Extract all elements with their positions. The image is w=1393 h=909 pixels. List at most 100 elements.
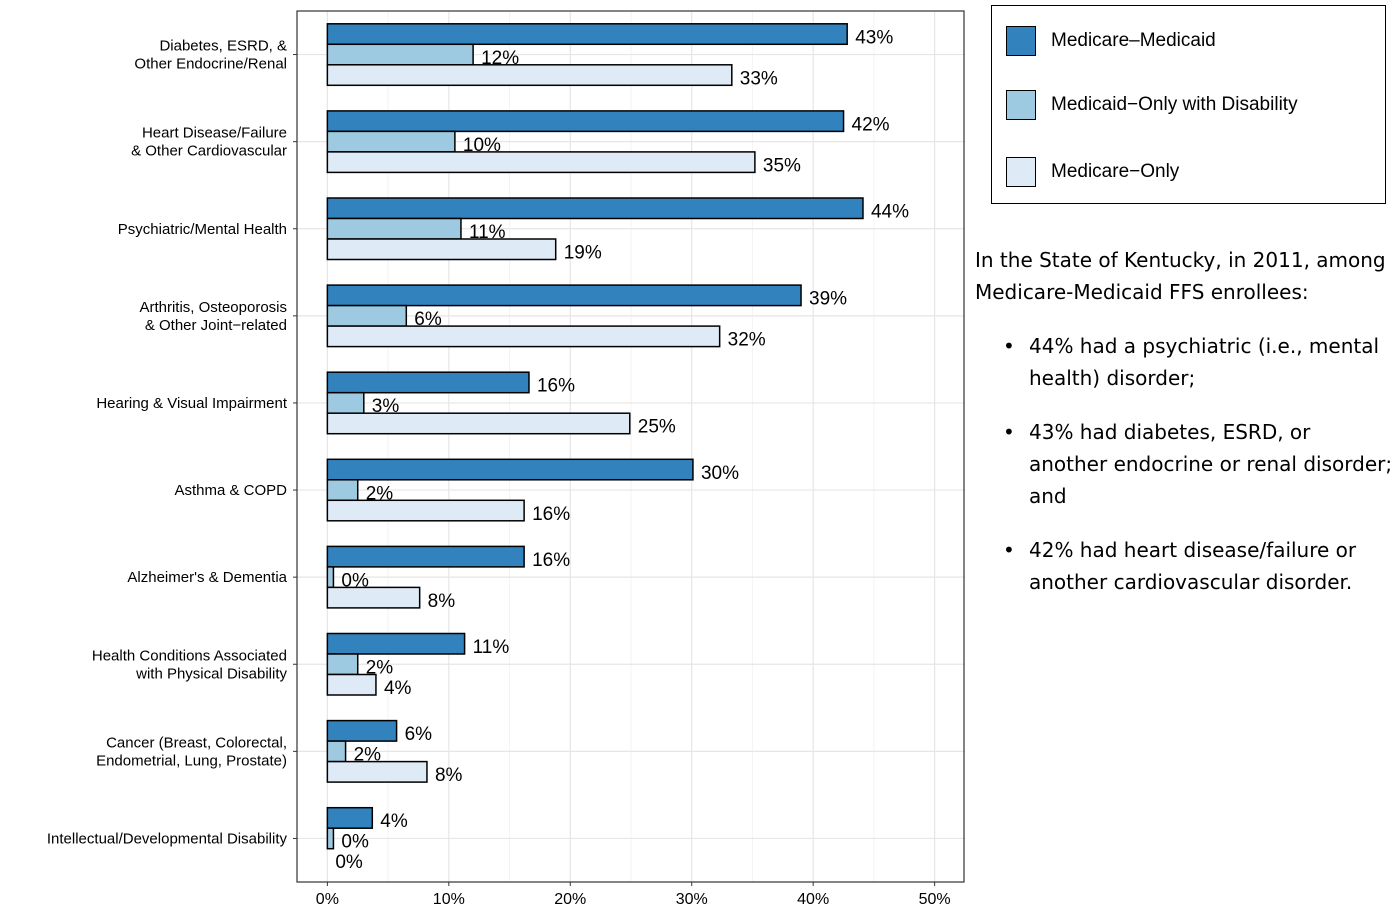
y-tick-label-line: Alzheimer's & Dementia <box>127 569 287 586</box>
bar <box>326 479 359 502</box>
y-tick-label-line: Asthma & COPD <box>174 482 287 499</box>
bar-value-label: 0% <box>335 852 363 873</box>
bar <box>326 110 845 133</box>
y-tick-label-line: Psychiatric/Mental Health <box>118 221 287 238</box>
x-tick-label: 20% <box>554 891 586 908</box>
summary-intro: In the State of Kentucky, in 2011, among… <box>975 248 1386 304</box>
bar-value-label: 11% <box>473 637 510 658</box>
y-tick-label-line: Health Conditions Associated <box>92 647 287 664</box>
summary-bullets: 44% had a psychiatric (i.e., mental heal… <box>975 330 1393 598</box>
bar <box>326 284 802 307</box>
bar-value-label: 35% <box>763 155 801 176</box>
bar <box>326 673 377 696</box>
bar <box>326 217 462 240</box>
legend-item-medicare-medicaid: Medicare–Medicaid <box>1006 26 1216 56</box>
bar <box>326 499 525 522</box>
y-tick-label-line: Hearing & Visual Impairment <box>96 395 287 412</box>
y-tick-label: Alzheimer's & Dementia <box>127 569 287 586</box>
bar-value-label: 4% <box>384 678 412 699</box>
bar-value-label: 11% <box>469 222 506 243</box>
bar-chart: 0% 10% 20% 30% 40% 50% 43% 12% 33% Diabetes, ESRD… <box>47 10 965 908</box>
bar-value-label: 12% <box>481 48 519 69</box>
y-tick-label: Diabetes, ESRD, & Other Endocrine/Renal <box>134 38 287 73</box>
bar-value-label: 25% <box>638 417 676 438</box>
plot-border <box>296 10 965 883</box>
bar <box>326 197 864 220</box>
bar-value-label: 42% <box>852 114 890 135</box>
bar <box>326 566 335 589</box>
bar-value-label: 4% <box>380 811 408 832</box>
bar-value-label: 6% <box>414 309 442 330</box>
bar <box>326 391 365 414</box>
x-tick-label: 50% <box>919 891 951 908</box>
bar <box>326 760 428 783</box>
y-tick-label-line: & Other Joint−related <box>145 317 287 334</box>
bar <box>326 23 848 46</box>
bar-value-label: 8% <box>428 591 456 612</box>
bar-value-label: 33% <box>740 68 778 89</box>
bar-value-label: 2% <box>354 745 382 766</box>
x-tick-label: 40% <box>797 891 829 908</box>
legend-label-medicare-medicaid: Medicare–Medicaid <box>1051 30 1216 51</box>
bar-value-label: 16% <box>532 550 570 571</box>
y-tick-label-line: Diabetes, ESRD, & <box>159 38 287 55</box>
legend-swatch-medicare-medicaid <box>1006 26 1036 56</box>
bar <box>326 740 347 763</box>
bar-value-label: 8% <box>435 765 463 786</box>
legend-item-medicaid-only: Medicaid−Only with Disability <box>1006 90 1298 120</box>
bar <box>326 586 421 609</box>
y-tick-label: Hearing & Visual Impairment <box>96 395 287 412</box>
summary-bullet: 44% had a psychiatric (i.e., mental heal… <box>1003 330 1393 394</box>
bar-value-label: 10% <box>463 135 501 156</box>
bar-value-label: 44% <box>871 202 909 223</box>
y-tick-label: Heart Disease/Failure & Other Cardiovascu… <box>131 125 287 160</box>
y-tick-label: Health Conditions Associated with Physica… <box>92 647 288 682</box>
y-tick-label-line: Arthritis, Osteoporosis <box>139 299 287 316</box>
legend-swatch-medicaid-only <box>1006 90 1036 120</box>
bar <box>326 64 733 87</box>
bar <box>326 719 398 742</box>
legend-label-medicaid-only: Medicaid−Only with Disability <box>1051 94 1298 115</box>
bar <box>326 371 530 394</box>
bar-value-label: 30% <box>701 463 739 484</box>
y-tick-label: Arthritis, Osteoporosis & Other Joint−rel… <box>139 299 287 334</box>
legend-item-medicare-only: Medicare−Only <box>1006 157 1179 187</box>
x-tick-label: 30% <box>676 891 708 908</box>
bar-value-label: 0% <box>341 570 369 591</box>
y-tick-label: Cancer (Breast, Colorectal, Endometrial, … <box>96 734 287 769</box>
bar <box>326 653 359 676</box>
bar-value-label: 32% <box>728 330 766 351</box>
y-tick-label-line: Intellectual/Developmental Disability <box>47 830 288 847</box>
bar <box>326 806 374 829</box>
y-tick-label-line: Cancer (Breast, Colorectal, <box>106 734 287 751</box>
bar <box>326 151 756 174</box>
bar <box>326 304 408 327</box>
bar-value-label: 39% <box>809 289 847 310</box>
bar-value-label: 0% <box>341 832 369 853</box>
y-tick-label: Psychiatric/Mental Health <box>118 221 287 238</box>
y-tick-label-line: with Physical Disability <box>135 665 287 682</box>
y-tick-label: Asthma & COPD <box>174 482 287 499</box>
x-tick-label: 0% <box>316 891 339 908</box>
y-tick-label-line: & Other Cardiovascular <box>131 143 287 160</box>
bar <box>326 412 631 435</box>
summary-bullet: 42% had heart disease/failure or another… <box>1003 534 1393 598</box>
bar <box>326 632 466 655</box>
bar-value-label: 16% <box>532 504 570 525</box>
bar <box>326 43 474 66</box>
legend-swatch-medicare-only <box>1006 157 1036 187</box>
bar-value-label: 6% <box>405 724 433 745</box>
summary-bullet: 43% had diabetes, ESRD, or another endoc… <box>1003 416 1393 512</box>
bar <box>326 827 335 850</box>
bar <box>326 238 557 261</box>
bar-value-label: 19% <box>564 243 602 264</box>
bar-value-label: 43% <box>855 27 893 48</box>
bar-value-label: 16% <box>537 376 575 397</box>
summary-text: In the State of Kentucky, in 2011, among… <box>975 244 1393 620</box>
bar <box>326 545 525 568</box>
bar <box>326 325 721 348</box>
bar-value-label: 3% <box>372 396 400 417</box>
legend-label-medicare-only: Medicare−Only <box>1051 161 1180 182</box>
y-tick-label-line: Endometrial, Lung, Prostate) <box>96 752 287 769</box>
y-tick-label-line: Other Endocrine/Renal <box>134 56 287 73</box>
